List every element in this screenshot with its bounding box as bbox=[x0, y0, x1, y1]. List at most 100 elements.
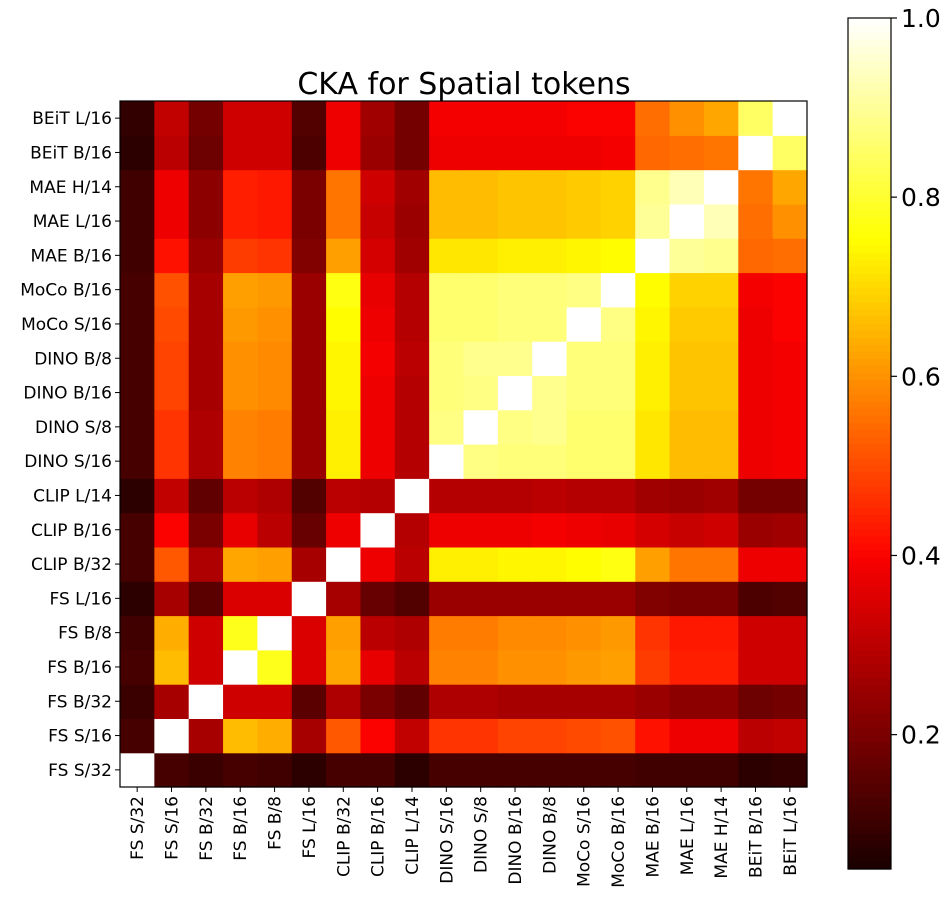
heatmap-cell-9-2 bbox=[188, 444, 224, 479]
heatmap-cell-1-7 bbox=[360, 718, 396, 754]
heatmap-cell-5-4 bbox=[257, 581, 293, 617]
colorbar-segment bbox=[848, 656, 891, 664]
heatmap-cell-10-0 bbox=[120, 409, 155, 445]
heatmap-cell-2-5 bbox=[291, 684, 327, 719]
heatmap-cell-17-3 bbox=[223, 169, 258, 205]
heatmap-cell-9-3 bbox=[223, 444, 258, 479]
heatmap-cell-2-18 bbox=[738, 684, 774, 719]
heatmap-cell-10-2 bbox=[188, 409, 224, 445]
y-tick-label: MAE H/14 bbox=[29, 178, 112, 198]
heatmap-cell-6-3 bbox=[223, 546, 258, 582]
heatmap-cell-6-6 bbox=[326, 546, 362, 582]
heatmap-cell-7-16 bbox=[669, 512, 705, 548]
heatmap-cell-17-8 bbox=[394, 169, 430, 205]
heatmap-cell-10-10 bbox=[463, 409, 499, 445]
x-tick-label: BEiT B/16 bbox=[747, 796, 767, 878]
heatmap-cell-17-2 bbox=[188, 169, 224, 205]
y-tick-label: FS B/32 bbox=[47, 692, 112, 712]
colorbar-segment bbox=[848, 202, 891, 211]
colorbar-segment bbox=[848, 365, 891, 374]
heatmap-cell-11-19 bbox=[772, 375, 808, 411]
heatmap-cell-4-11 bbox=[497, 615, 533, 651]
heatmap-cell-3-9 bbox=[429, 649, 465, 685]
heatmap-cell-11-12 bbox=[532, 375, 568, 411]
x-tick-label: MAE H/14 bbox=[712, 796, 732, 879]
heatmap-cell-13-1 bbox=[154, 306, 190, 342]
heatmap-cell-13-4 bbox=[257, 306, 293, 342]
heatmap-cell-18-6 bbox=[326, 135, 362, 171]
heatmap-cell-7-3 bbox=[223, 512, 258, 548]
heatmap-cell-18-4 bbox=[257, 135, 293, 171]
heatmap-cell-6-8 bbox=[394, 546, 430, 582]
y-tick-label: CLIP B/16 bbox=[31, 521, 112, 541]
heatmap-cell-16-12 bbox=[532, 203, 568, 239]
colorbar-segment bbox=[848, 322, 891, 331]
heatmap-cell-16-8 bbox=[394, 203, 430, 239]
heatmap-cell-14-13 bbox=[566, 272, 602, 308]
heatmap-cell-9-12 bbox=[532, 444, 568, 479]
heatmap-frame bbox=[119, 100, 808, 788]
heatmap-cell-1-13 bbox=[566, 718, 602, 754]
colorbar-segment bbox=[848, 237, 891, 246]
colorbar-segment bbox=[848, 507, 891, 516]
heatmap-cell-6-13 bbox=[566, 546, 602, 582]
heatmap-cell-3-13 bbox=[566, 649, 602, 685]
colorbar-segment bbox=[848, 67, 891, 76]
heatmap-cell-17-11 bbox=[497, 169, 533, 205]
heatmap-cell-8-18 bbox=[738, 478, 774, 514]
heatmap-cell-8-3 bbox=[223, 478, 258, 514]
heatmap-cell-18-5 bbox=[291, 135, 327, 171]
colorbar-segment bbox=[848, 60, 891, 69]
heatmap-cell-4-14 bbox=[600, 615, 636, 651]
heatmap-cell-2-4 bbox=[257, 684, 293, 719]
heatmap-cell-8-15 bbox=[635, 478, 671, 514]
colorbar-segment bbox=[848, 209, 891, 218]
heatmap-cell-17-6 bbox=[326, 169, 362, 205]
colorbar-segment bbox=[848, 606, 891, 615]
heatmap-cell-15-7 bbox=[360, 238, 396, 274]
y-tick-label: MoCo S/16 bbox=[21, 315, 112, 335]
colorbar-segment bbox=[848, 315, 891, 324]
colorbar-segment bbox=[848, 599, 891, 608]
heatmap-cell-15-11 bbox=[497, 238, 533, 274]
heatmap-cell-16-14 bbox=[600, 203, 636, 239]
heatmap-cell-15-12 bbox=[532, 238, 568, 274]
heatmap-cell-8-12 bbox=[532, 478, 568, 514]
heatmap-cell-14-1 bbox=[154, 272, 190, 308]
heatmap-cell-6-2 bbox=[188, 546, 224, 582]
heatmap-cell-14-14 bbox=[600, 272, 636, 308]
heatmap-cell-4-4 bbox=[257, 615, 293, 651]
heatmap-cell-16-1 bbox=[154, 203, 190, 239]
heatmap-cell-13-5 bbox=[291, 306, 327, 342]
heatmap-cell-18-14 bbox=[600, 135, 636, 171]
heatmap-cell-16-13 bbox=[566, 203, 602, 239]
colorbar-segment bbox=[848, 103, 891, 111]
heatmap-cell-9-8 bbox=[394, 444, 430, 479]
colorbar-segment bbox=[848, 450, 891, 459]
y-tick-label: BEiT B/16 bbox=[30, 143, 112, 163]
heatmap-cell-17-5 bbox=[291, 169, 327, 205]
colorbar-segment bbox=[848, 216, 891, 225]
heatmap-cell-2-3 bbox=[223, 684, 258, 719]
heatmap-cell-8-16 bbox=[669, 478, 705, 514]
colorbar-segment bbox=[848, 174, 891, 182]
colorbar-segment bbox=[848, 159, 891, 168]
heatmap-cell-1-8 bbox=[394, 718, 430, 754]
heatmap-cell-8-4 bbox=[257, 478, 293, 514]
heatmap-cell-4-12 bbox=[532, 615, 568, 651]
heatmap-cell-1-2 bbox=[188, 718, 224, 754]
heatmap-cell-7-13 bbox=[566, 512, 602, 548]
heatmap-cell-14-9 bbox=[429, 272, 465, 308]
colorbar-segment bbox=[848, 649, 891, 657]
colorbar-segment bbox=[848, 514, 891, 523]
heatmap-cell-19-12 bbox=[532, 101, 568, 136]
x-tick-label: DINO S/16 bbox=[437, 796, 457, 884]
heatmap-cell-9-10 bbox=[463, 444, 499, 479]
heatmap-cell-13-10 bbox=[463, 306, 499, 342]
heatmap-cell-6-4 bbox=[257, 546, 293, 582]
colorbar-segment bbox=[848, 294, 891, 303]
heatmap-cell-15-6 bbox=[326, 238, 362, 274]
colorbar-segment bbox=[848, 727, 891, 735]
heatmap-cell-9-15 bbox=[635, 444, 671, 479]
